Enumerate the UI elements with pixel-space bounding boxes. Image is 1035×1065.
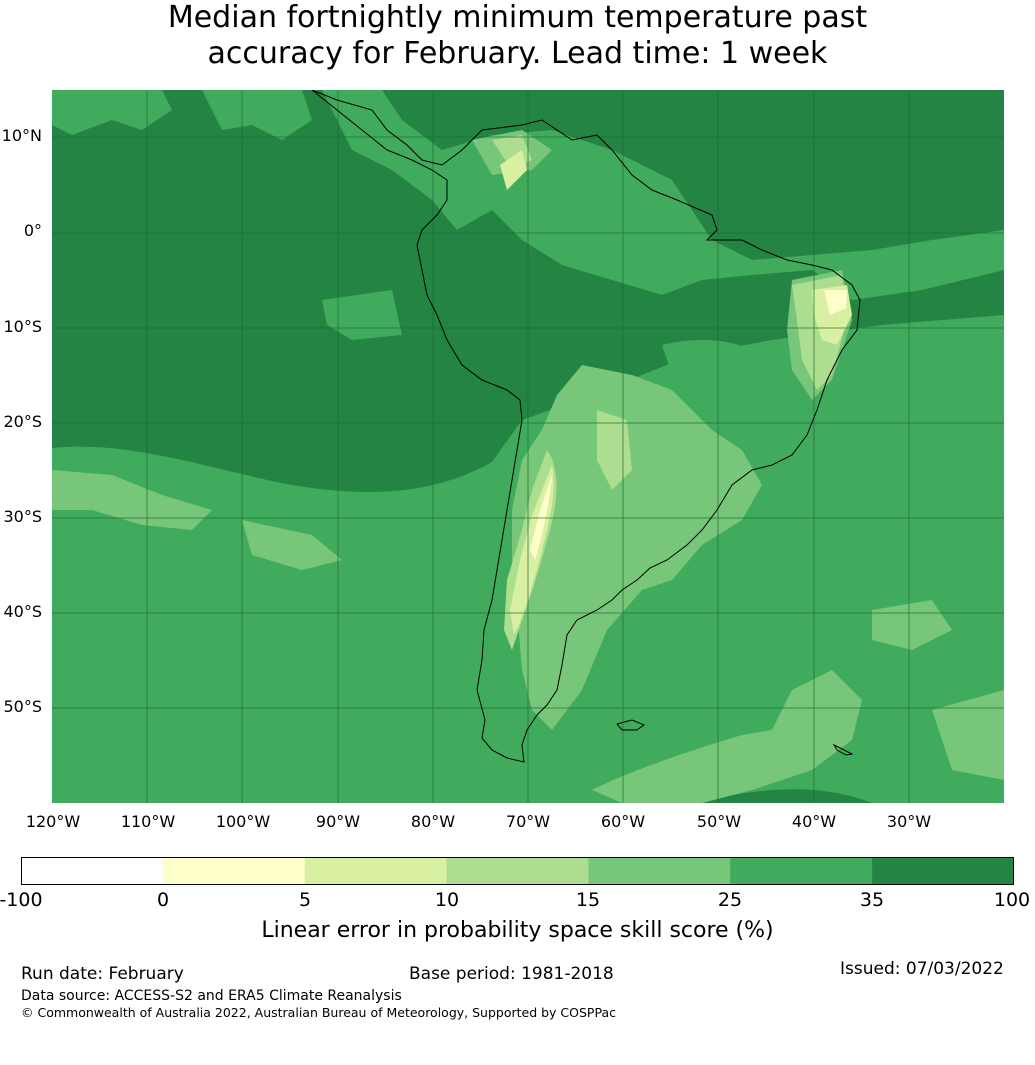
- copyright: © Commonwealth of Australia 2022, Austra…: [21, 1005, 616, 1020]
- lon-label-40w: 40°W: [791, 812, 837, 831]
- data-source: Data source: ACCESS-S2 and ERA5 Climate …: [21, 988, 402, 1004]
- lat-label-10n: 10°N: [1, 126, 42, 145]
- colorbar-tick: 5: [298, 889, 312, 911]
- colorbar-tick: 100: [993, 889, 1031, 911]
- issued-date: Issued: 07/03/2022: [840, 959, 1004, 979]
- lon-label-30w: 30°W: [886, 812, 932, 831]
- colorbar-bin-25-35: [730, 857, 873, 885]
- skill-band-15-25: [52, 130, 1004, 803]
- colorbar-label: Linear error in probability space skill …: [261, 918, 774, 943]
- lon-label-100w: 100°W: [215, 812, 271, 831]
- skill-score-map: [52, 90, 1004, 803]
- colorbar-tick: 25: [717, 889, 743, 911]
- colorbar-tick: 15: [575, 889, 601, 911]
- coastline-south-georgia: [832, 743, 854, 756]
- coastline-south-america: [311, 90, 861, 763]
- colorbar-tick: -100: [0, 889, 43, 911]
- lon-label-60w: 60°W: [600, 812, 646, 831]
- base-period: Base period: 1981-2018: [409, 964, 614, 984]
- lat-label-10s: 10°S: [3, 317, 42, 336]
- colorbar: [21, 857, 1014, 885]
- lon-label-90w: 90°W: [315, 812, 361, 831]
- colorbar-tick: 10: [434, 889, 460, 911]
- lat-label-30s: 30°S: [3, 507, 42, 526]
- run-date: Run date: February: [21, 964, 184, 984]
- title-line-1: Median fortnightly minimum temperature p…: [167, 0, 868, 35]
- graticule: [52, 90, 1004, 803]
- lon-label-110w: 110°W: [120, 812, 176, 831]
- title-line-2: accuracy for February. Lead time: 1 week: [207, 36, 828, 71]
- chart-title: Median fortnightly minimum temperature p…: [0, 0, 1035, 72]
- colorbar-bin-0-5: [162, 857, 306, 885]
- lon-label-80w: 80°W: [410, 812, 456, 831]
- colorbar-bin-5-10: [304, 857, 448, 885]
- lon-label-70w: 70°W: [505, 812, 551, 831]
- coastline-falklands: [616, 719, 646, 731]
- lat-label-50s: 50°S: [3, 697, 42, 716]
- lon-label-50w: 50°W: [696, 812, 742, 831]
- lat-label-20s: 20°S: [3, 412, 42, 431]
- colorbar-bin-15-25: [588, 857, 731, 885]
- lat-label-0: 0°: [23, 221, 42, 240]
- lon-label-120w: 120°W: [25, 812, 81, 831]
- colorbar-bin-35-100: [872, 857, 1014, 885]
- colorbar-tick: 35: [859, 889, 885, 911]
- colorbar-tick: 0: [156, 889, 170, 911]
- lat-label-40s: 40°S: [3, 602, 42, 621]
- colorbar-bin--100-0: [21, 857, 164, 885]
- colorbar-bin-10-15: [446, 857, 589, 885]
